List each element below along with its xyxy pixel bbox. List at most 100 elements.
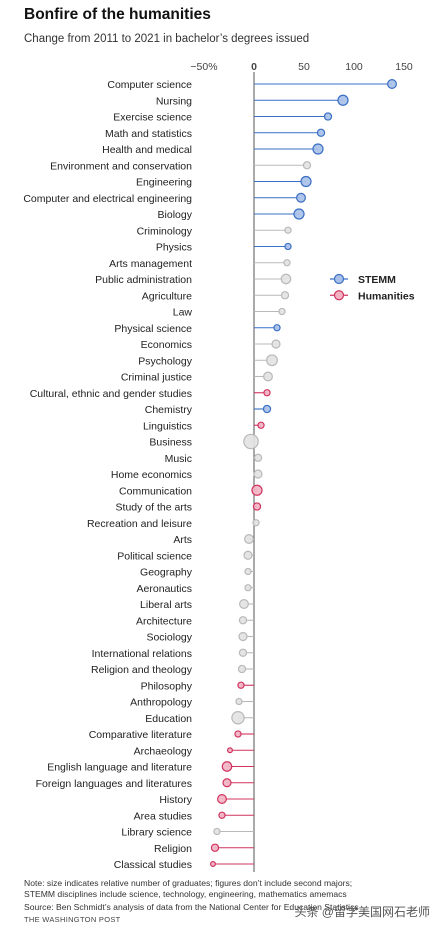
data-point [263,371,273,382]
data-point [217,794,227,804]
data-point [273,324,281,332]
data-point [387,79,397,89]
data-point [300,175,312,188]
category-label: Political science [117,550,192,562]
data-point [280,273,292,285]
data-point [278,307,286,316]
category-label: Arts [173,534,192,546]
data-point [210,843,220,852]
category-label: Religion [154,843,192,855]
category-label: Philosophy [141,680,193,692]
data-point [238,648,248,657]
data-point [222,778,232,788]
legend-label: STEMM [358,274,396,286]
data-point [280,291,290,300]
note-line-1: Note: size indicates relative number of … [24,878,353,888]
data-point [293,208,305,220]
data-point [263,389,271,397]
note-line-2: STEMM disciplines include science, techn… [24,889,347,899]
data-point [251,484,263,496]
category-label: History [159,794,192,806]
data-point [244,584,252,592]
category-label: Business [149,437,192,449]
data-point [244,534,254,544]
category-label: Physical science [114,323,192,335]
category-label: Religion and theology [91,664,193,676]
category-label: Criminology [137,225,193,237]
data-point [252,502,262,511]
x-tick-label: 100 [345,61,363,73]
category-label: Math and statistics [105,128,192,140]
data-point [312,143,324,155]
category-label: Computer science [107,79,192,91]
category-label: Cultural, ethnic and gender studies [30,388,192,400]
category-label: Area studies [134,810,192,822]
category-label: Liberal arts [140,599,192,611]
category-label: Education [145,713,192,725]
category-label: Aeronautics [137,583,192,595]
chart-subtitle: Change from 2011 to 2021 in bachelor’s d… [24,33,310,45]
data-point [221,761,233,772]
data-point [238,631,248,642]
category-label: Communication [119,485,192,497]
category-label: Anthropology [130,697,193,709]
source-note: Source: Ben Schmidt’s analysis of data f… [24,902,359,912]
category-label: Public administration [95,274,192,286]
data-point [323,112,333,121]
data-point [237,664,247,674]
category-label: Environment and conservation [50,160,192,172]
data-point [231,711,245,725]
category-label: Computer and electrical engineering [23,193,192,205]
data-point [271,339,281,349]
data-point [257,421,265,429]
category-label: Recreation and leisure [87,518,192,530]
data-point [283,259,291,267]
watermark: 头条 @留学美国网石老师 [294,905,430,919]
category-label: Economics [141,339,192,351]
category-label: Agriculture [142,290,192,302]
data-point [316,128,326,137]
category-label: Home economics [111,469,192,481]
data-point [244,567,252,576]
category-label: International relations [92,648,192,660]
data-point [227,747,234,754]
data-point [302,161,312,170]
data-point [235,697,243,706]
data-point [239,599,249,609]
category-label: Biology [158,209,193,221]
x-tick-label: −50% [190,61,217,73]
category-label: Geography [140,567,193,579]
data-point [296,192,306,203]
category-label: Law [173,307,193,319]
category-label: Classical studies [114,859,192,871]
category-label: Exercise science [113,112,192,124]
data-point [238,616,248,625]
legend-marker [333,273,345,285]
category-label: Health and medical [102,144,192,156]
category-label: Library science [121,827,192,839]
category-label: Psychology [138,355,192,367]
data-point [243,433,259,450]
data-point [210,860,217,867]
data-point [337,94,349,106]
category-label: Linguistics [143,420,192,432]
data-point [252,519,260,527]
data-point [218,811,226,819]
category-label: Sociology [146,632,192,644]
data-point [253,453,263,462]
data-point [266,354,278,367]
category-label: Arts management [109,258,192,270]
category-label: Foreign languages and literatures [36,778,192,790]
category-label: English language and literature [47,762,192,774]
category-label: Criminal justice [121,372,192,384]
chart-title: Bonfire of the humanities [24,6,211,23]
x-tick-label: 0 [251,61,257,73]
category-label: Engineering [136,177,192,189]
data-point [213,827,221,836]
data-point [253,469,263,479]
data-point [262,404,272,414]
legend-marker [333,290,345,301]
x-tick-label: 150 [395,61,413,73]
legend-label: Humanities [358,290,415,302]
x-tick-label: 50 [298,61,310,73]
